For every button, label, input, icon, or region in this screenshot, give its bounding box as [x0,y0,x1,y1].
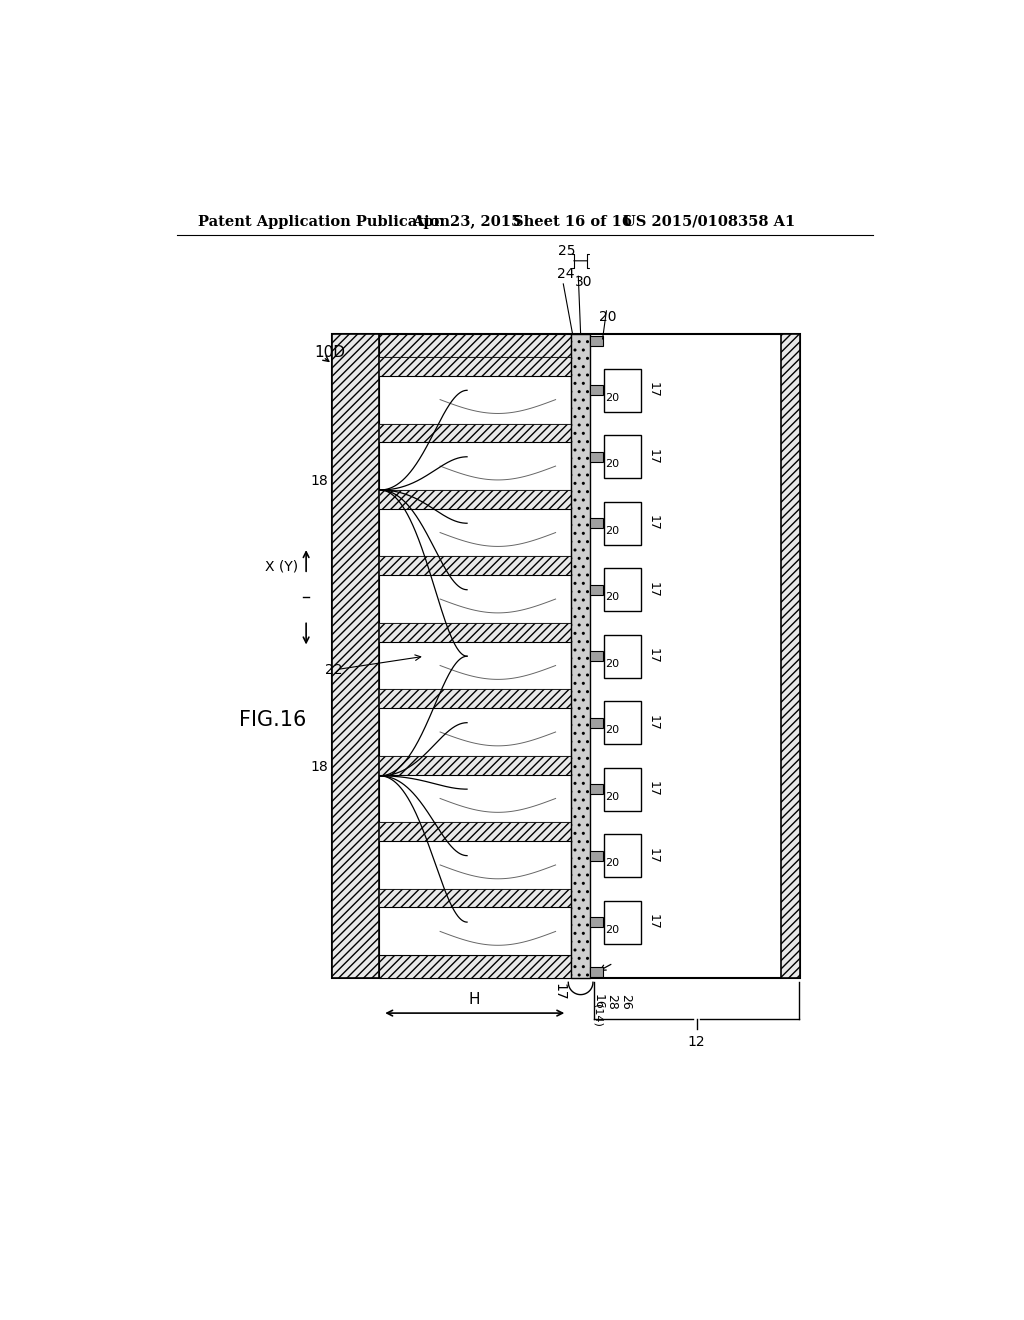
Text: 17: 17 [646,781,659,797]
Text: 20: 20 [605,659,618,669]
Text: Sheet 16 of 16: Sheet 16 of 16 [513,215,632,228]
Text: 20: 20 [605,593,618,602]
Text: 17: 17 [646,582,659,598]
Text: 20: 20 [605,393,618,403]
Bar [604,502,641,545]
Text: 30: 30 [574,275,592,289]
Text: 12: 12 [688,1035,706,1049]
Bar [379,822,571,841]
Text: 20: 20 [605,925,618,935]
Bar [379,508,571,557]
Bar [604,834,641,878]
Bar [781,334,801,978]
Bar [604,568,641,611]
Bar [590,850,602,861]
Bar [379,888,571,907]
Text: 17: 17 [646,383,659,399]
Bar [590,917,602,927]
Bar [604,701,641,744]
Text: 20: 20 [605,459,618,470]
Bar [604,635,641,677]
Bar [379,334,571,358]
Text: 20: 20 [605,792,618,801]
Text: Apr. 23, 2015: Apr. 23, 2015 [412,215,521,228]
Text: 20: 20 [605,858,618,869]
Text: 25: 25 [558,244,575,257]
Text: 10D: 10D [313,345,345,360]
Text: Patent Application Publication: Patent Application Publication [199,215,451,228]
Bar [571,334,590,978]
Text: 17: 17 [646,915,659,931]
Bar [379,623,571,642]
Bar [604,900,641,944]
Bar [379,907,571,956]
Bar [590,385,602,395]
Bar [379,442,571,490]
Bar [379,376,571,424]
Text: 17: 17 [553,983,566,1001]
Text: 22: 22 [325,663,342,677]
Text: X (Y): X (Y) [264,560,298,573]
Bar [590,451,602,462]
Text: 17: 17 [646,449,659,465]
Bar [379,557,571,576]
Text: 18: 18 [310,759,328,774]
Bar [590,651,602,661]
Bar [604,436,641,478]
Bar [379,689,571,708]
Text: 24: 24 [557,267,574,281]
Bar [590,966,602,977]
Bar [379,642,571,689]
Text: US 2015/0108358 A1: US 2015/0108358 A1 [624,215,796,228]
Bar [590,784,602,795]
Text: 17: 17 [646,648,659,664]
Bar [604,368,641,412]
Bar [333,334,379,978]
Bar [590,519,602,528]
Bar [379,490,571,508]
Text: 26: 26 [620,994,632,1010]
Text: 16: 16 [592,994,604,1010]
Bar [379,956,571,978]
Bar [604,767,641,810]
Bar [379,708,571,756]
Text: 20: 20 [599,310,617,323]
Bar [379,576,571,623]
Bar [333,334,801,978]
Bar [379,841,571,888]
Text: 17: 17 [646,714,659,730]
Bar [590,718,602,727]
Text: 18: 18 [310,474,328,488]
Bar [379,775,571,822]
Bar [379,756,571,775]
Text: 17: 17 [646,515,659,531]
Text: H: H [469,991,480,1007]
Bar [379,358,571,376]
Text: (14): (14) [593,1005,603,1027]
Text: 28: 28 [605,994,618,1010]
Text: 20: 20 [605,726,618,735]
Bar [590,335,602,346]
Bar [590,585,602,595]
Text: FIG.16: FIG.16 [240,710,307,730]
Text: 20: 20 [605,525,618,536]
Bar [379,424,571,442]
Text: 17: 17 [646,847,659,863]
